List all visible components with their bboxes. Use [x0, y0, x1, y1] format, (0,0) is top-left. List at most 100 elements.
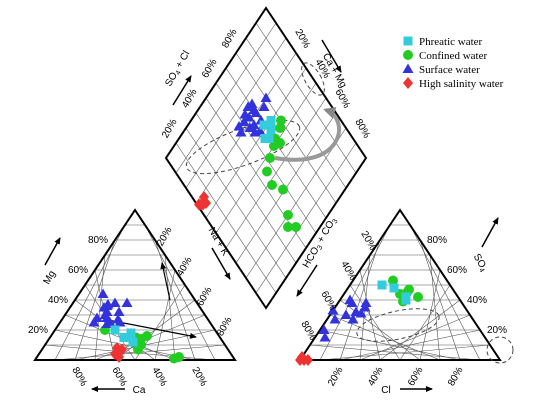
anion-point-confined-water: [413, 292, 423, 302]
cation-point-surface-water: [102, 299, 114, 309]
anion-point-confined-water: [404, 284, 414, 295]
diamond-point-confined-water: [283, 210, 293, 220]
cation-point-high-salinity-water: [114, 351, 124, 363]
anion-point-surface-water: [347, 314, 359, 324]
diamond-point-surface-water: [235, 127, 247, 137]
anion-point-surface-water: [344, 294, 356, 304]
anion-point-phreatic-water: [389, 283, 399, 293]
diamond-so4cl-tick: 60%: [200, 57, 220, 80]
cation-point-surface-water: [114, 317, 126, 327]
diamond-camg-tick: 80%: [352, 117, 372, 140]
diamond-point-surface-water: [233, 121, 245, 131]
legend-label-phreatic-water: Phreatic water: [419, 36, 483, 48]
anion-cluster-outline: [356, 308, 440, 342]
axis-arrows: [44, 39, 499, 392]
diamond-evolution-arrow: [274, 107, 341, 162]
so4cl-axis-arrow: [172, 75, 192, 106]
nak-axis-arrow: [211, 247, 231, 280]
cation-point-surface-water: [113, 306, 125, 316]
anion-point-surface-water: [318, 324, 330, 334]
diamond-point-confined-water: [276, 115, 286, 126]
legend-marker-confined-water: [403, 50, 413, 60]
cation-nak-tick: 40%: [175, 255, 195, 278]
cation-mg-tick: 20%: [28, 325, 48, 336]
cation-nak-tick: 20%: [155, 225, 175, 248]
anion-point-confined-water: [388, 275, 398, 286]
anion-point-surface-water: [327, 305, 339, 315]
cation-point-surface-water: [101, 318, 113, 328]
cation-point-phreatic-water: [110, 325, 120, 335]
ca-axis-title: Ca: [133, 385, 146, 396]
diamond-point-surface-water: [238, 116, 250, 126]
legend-marker-phreatic-water: [403, 36, 413, 46]
legend: Phreatic water Confined water Surface wate…: [402, 36, 504, 90]
cation-mg-tick: 80%: [88, 235, 108, 246]
anion-point-surface-water: [350, 306, 362, 316]
diamond-salinity-cluster-outline: [301, 62, 325, 96]
anion-point-phreatic-water: [401, 292, 411, 302]
legend-label-high-salinity-water: High salinity water: [419, 78, 504, 90]
nak-axis-title: Na + K: [206, 226, 231, 259]
diamond-point-confined-water: [283, 222, 293, 232]
cation-nak-tick: 60%: [195, 285, 215, 308]
diamond-so4cl-tick: 80%: [220, 27, 240, 50]
cation-mg-tick: 60%: [68, 265, 88, 276]
so4cl-axis-title: SO4 + Cl: [163, 49, 193, 89]
cation-ca-tick: 20%: [189, 365, 209, 388]
cation-point-surface-water: [97, 288, 109, 298]
diamond-point-phreatic-water: [266, 125, 276, 134]
legend-label-confined-water: Confined water: [419, 50, 487, 62]
cation-ca-tick: 40%: [149, 365, 169, 388]
anion-cl-tick: 60%: [406, 365, 426, 388]
diamond-point-surface-water: [248, 104, 260, 114]
diamond-so4cl-tick: 20%: [160, 117, 180, 140]
cation-triangle-outline: [33, 208, 237, 361]
diamond-point-high-salinity-water: [198, 198, 208, 211]
diamond-point-confined-water: [267, 180, 277, 190]
cation-point-confined-water: [142, 331, 152, 341]
legend-label-surface-water: Surface water: [419, 64, 480, 76]
diamond-point-confined-water: [265, 153, 275, 163]
diamond-point-phreatic-water: [266, 116, 276, 125]
anion-point-high-salinity-water: [295, 354, 305, 366]
anion-point-surface-water: [329, 314, 341, 324]
legend-marker-surface-water: [402, 63, 414, 73]
anion-point-surface-water: [319, 332, 331, 342]
legend-marker-high-salinity-water: [403, 77, 413, 89]
legend-item-confined-water: Confined water: [403, 50, 487, 62]
anion-point-phreatic-water: [377, 280, 387, 290]
legend-item-surface-water: Surface water: [402, 63, 480, 76]
diamond-point-confined-water: [278, 184, 288, 195]
anion-so4-tick: 40%: [467, 295, 487, 306]
anion-so4-tick: 80%: [427, 235, 447, 246]
cation-point-phreatic-water: [128, 337, 138, 347]
cation-trend-arrow-up: [160, 262, 171, 301]
diamond-point-phreatic-water: [264, 134, 274, 143]
diamond-point-confined-water: [269, 141, 279, 151]
diamond-grid: [175, 22, 357, 294]
hco3-axis-arrow: [296, 264, 318, 297]
diamond-point-surface-water: [239, 109, 251, 119]
anion-cl-tick: 20%: [326, 365, 346, 388]
mg-axis-title: Mg: [42, 269, 58, 287]
diamond-point-confined-water: [262, 166, 272, 177]
diamond-camg-tick: 20%: [292, 27, 312, 50]
diamond-point-surface-water: [242, 101, 254, 111]
mg-axis-arrow: [44, 237, 61, 266]
cation-point-phreatic-water: [126, 328, 136, 338]
anion-point-surface-water: [360, 297, 372, 307]
cation-ca-tick: 60%: [109, 365, 129, 388]
diamond-point-surface-water: [244, 122, 256, 132]
diamond-camg-tick: 60%: [332, 87, 352, 110]
cation-mg-tick: 40%: [48, 295, 68, 306]
cl-axis-title: Cl: [381, 385, 390, 396]
cation-point-surface-water: [88, 317, 100, 327]
legend-item-high-salinity-water: High salinity water: [403, 77, 504, 90]
cation-point-phreatic-water: [119, 333, 129, 342]
anion-so4-tick: 60%: [447, 265, 467, 276]
anion-cl-tick: 80%: [446, 365, 466, 388]
diamond-point-confined-water: [291, 222, 301, 232]
diamond-point-confined-water: [275, 123, 285, 133]
hco3-axis-title: HCO3 + CO3: [301, 215, 340, 270]
